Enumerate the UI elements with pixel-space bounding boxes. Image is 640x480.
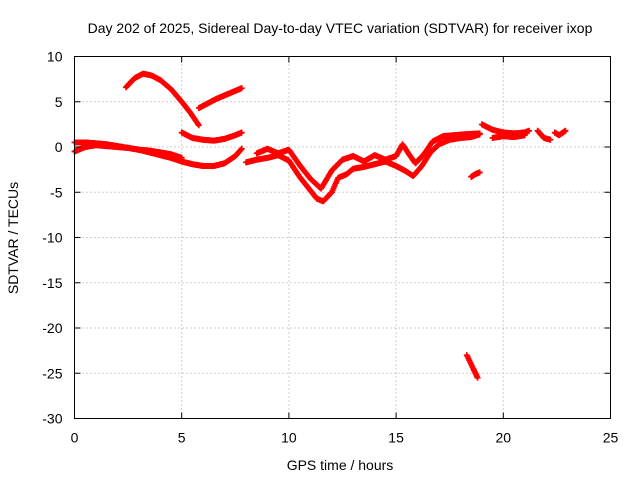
data-point (476, 169, 483, 176)
y-tick-label: -30 (42, 411, 62, 427)
data-point (474, 374, 481, 381)
x-tick-label: 20 (496, 430, 512, 446)
x-tick-label: 10 (281, 430, 297, 446)
data-point (238, 85, 245, 92)
y-tick-label: 0 (55, 139, 63, 155)
y-tick-labels: 10 5 0 -5 -10 -15 -20 -25 -30 (42, 49, 62, 427)
data-point (526, 127, 533, 134)
data-point (238, 129, 245, 136)
data-point (238, 145, 245, 152)
data-point (195, 122, 202, 129)
x-tick-labels: 0 5 10 15 20 25 (71, 430, 619, 446)
y-tick-label: -5 (50, 184, 63, 200)
x-tick-label: 25 (603, 430, 619, 446)
y-tick-label: 10 (47, 49, 63, 65)
data-point (178, 154, 185, 161)
y-axis-label: SDTVAR / TECUs (5, 182, 21, 294)
data-point (237, 146, 244, 153)
x-tick-label: 0 (71, 430, 79, 446)
data-points (71, 70, 569, 381)
x-tick-label: 5 (178, 430, 186, 446)
y-tick-label: -20 (42, 320, 62, 336)
x-tick-label: 15 (388, 430, 404, 446)
data-point (562, 127, 569, 134)
data-point (476, 130, 483, 137)
data-point (547, 136, 554, 143)
data-point (521, 132, 528, 139)
x-axis-label: GPS time / hours (287, 457, 394, 473)
y-tick-label: -25 (42, 365, 62, 381)
grid-lines (74, 56, 611, 419)
axis-ticks (74, 56, 611, 419)
y-tick-label: -15 (42, 275, 62, 291)
y-tick-label: 5 (55, 94, 63, 110)
y-tick-label: -10 (42, 230, 62, 246)
chart-title: Day 202 of 2025, Sidereal Day-to-day VTE… (88, 20, 593, 36)
